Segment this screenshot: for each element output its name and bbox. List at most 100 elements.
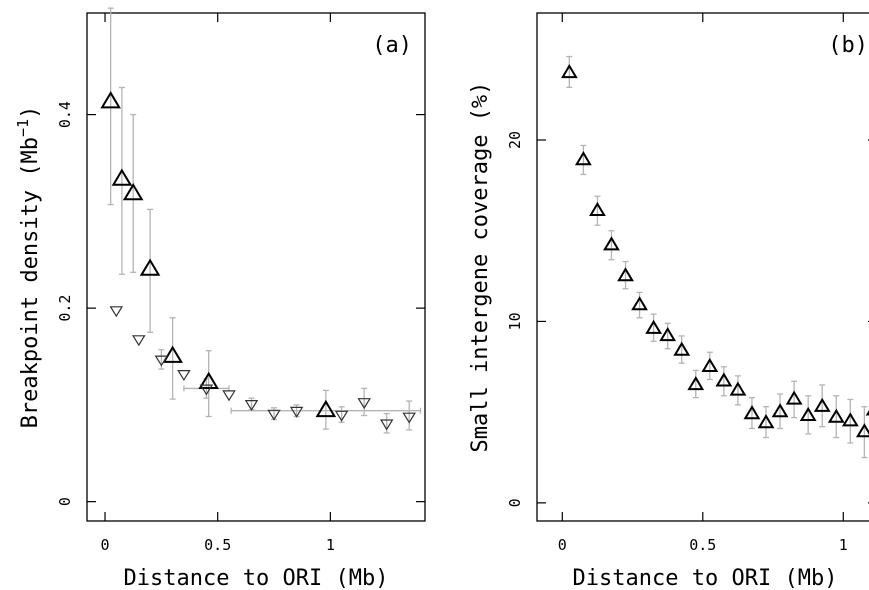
panel-a-error-bar [271,407,278,421]
panel-a-markers [100,91,416,431]
panel-a-error-bar [107,7,114,206]
panel-b-series-0-point [785,390,803,405]
panel-b-series-0-point [589,201,606,216]
panel-b-y-tick-label: 0 [506,498,524,507]
panel-a-y-tick-label: 0 [56,497,74,506]
panel-a-series-0-point [162,345,183,363]
panel-b-error-bar [566,55,573,89]
panel-b-series-0-point [645,319,663,334]
panel-a-error-bar [118,86,125,275]
panel-a-label: (a) [372,33,412,58]
panel-b-series-0-point [687,375,705,391]
panel-a-series-0-point [100,91,121,109]
panel-b-error-bar [720,366,727,397]
panel-b-y-tick-label: 10 [506,312,524,330]
panel-a-error-bar [205,350,212,418]
panel-a-y-axis-label-sup: −1 [14,119,32,137]
panel-b-error-bar [692,369,699,399]
panel-a-error-bar [406,400,413,431]
panel-b-series-0-point [574,151,592,166]
panel-b-series-0-point [813,397,831,412]
panel-a-error-bar [130,113,137,273]
panel-b-error-bar [833,395,840,439]
panel-b-error-bar [861,406,868,459]
panel-b-series-0-point [617,267,634,282]
panel-a-y-tick-label: 0.4 [56,101,74,128]
panel-a: 0 0.5 1 0 0.2 0.4 (a) Distance to ORI (Mb) Br… [14,7,426,590]
panel-b-plot-frame [536,12,869,522]
panel-b-series-0-point [603,236,620,251]
panel-a-series-1-point [132,335,146,347]
panel-b-series-0-point [799,406,817,421]
panel-b-series-0-point [827,408,845,423]
panel-b-series-0-point [715,372,733,387]
panel-b-error-bar [678,335,685,364]
panel-a-series-0-point [139,258,161,276]
panel-b-label: (b) [828,33,868,58]
panel-a-series-0-point [315,399,337,418]
panel-b-error-bar [636,291,643,319]
panel-a-error-bar [147,208,154,333]
panel-a-series-0-point [111,168,133,186]
panel-b-error-bar [580,144,587,176]
panel-a-error-bar [322,389,329,430]
panel-a-x-axis-label: Distance to ORI (Mb) [124,566,389,590]
panel-b-series-0-point [701,357,719,372]
panel-a-x-tick-label: 1 [326,536,335,554]
panel-a-axis-ticks: 0 0.5 1 0 0.2 0.4 [56,13,425,554]
panel-b-series-0-point [841,412,859,427]
panel-b-error-bar [748,396,755,430]
panel-b-series-0-point [771,403,789,418]
panel-a-series-1-point [357,398,371,410]
panel-a-y-axis-label-close: ) [18,106,43,119]
panel-b-series-0-point [673,341,691,356]
panel-b-error-bar [819,384,826,428]
panel-a-series-1-point [334,410,349,422]
panel-a-error-bars [107,7,422,434]
panel-b-series-0-point [743,405,761,420]
panel-a-x-error-bar [230,407,422,414]
panel-b-series-0-point [659,326,677,342]
panel-b-error-bar [805,395,812,435]
panel-a-y-axis-label-main: Breakpoint density (Mb [18,137,43,428]
panel-b-series-0-point [855,423,869,438]
panel-a-x-tick-label: 0 [101,536,110,554]
panel-a-y-axis-label: Breakpoint density (Mb−1) [14,106,43,429]
panel-a-error-bar [169,317,176,400]
panel-b-error-bars [566,55,868,459]
panel-b-error-bar [763,406,770,439]
panel-a-plot-frame [86,12,426,522]
panel-b-error-bar [791,380,798,419]
panel-b-error-bar [847,398,854,444]
panel-a-series-1-point [379,419,394,431]
panel-a-series-1-point [222,390,236,402]
panel-a-series-1-point [289,406,304,418]
panel-a-series-1-point [267,409,281,421]
panel-b-series-0-point [560,63,578,79]
panel-a-series-0-point [198,371,219,389]
panel-a-series-0-point [122,182,144,201]
panel-a-series-1-point [402,412,416,424]
panel-b-error-bar [777,393,784,430]
panel-a-series-1-point [244,400,259,412]
panel-b-error-bar [594,195,601,226]
panel-a-series-1-point [154,355,169,367]
panel-b-y-axis-label: Small intergene coverage (%) [468,82,493,453]
panel-a-x-tick-label: 0.5 [204,536,231,554]
panel-b-markers [560,63,869,438]
panel-b-error-bar [608,230,615,261]
panel-a-error-bar [248,397,255,411]
panel-b-error-bar [650,313,657,343]
panel-b-error-bar [734,375,741,406]
panel-b-error-bar [622,260,629,290]
panel-b-series-0-point [729,381,747,396]
panel-b-y-tick-label: 20 [506,131,524,149]
panel-a-y-tick-label: 0.2 [56,295,74,322]
panel-a-series-1-point [177,370,191,382]
panel-b-x-tick-label: 1 [839,536,848,554]
panel-a-error-bar [361,387,368,417]
panel-b-x-axis-label: Distance to ORI (Mb) [573,566,838,590]
panel-b-x-tick-label: 0 [558,536,567,554]
